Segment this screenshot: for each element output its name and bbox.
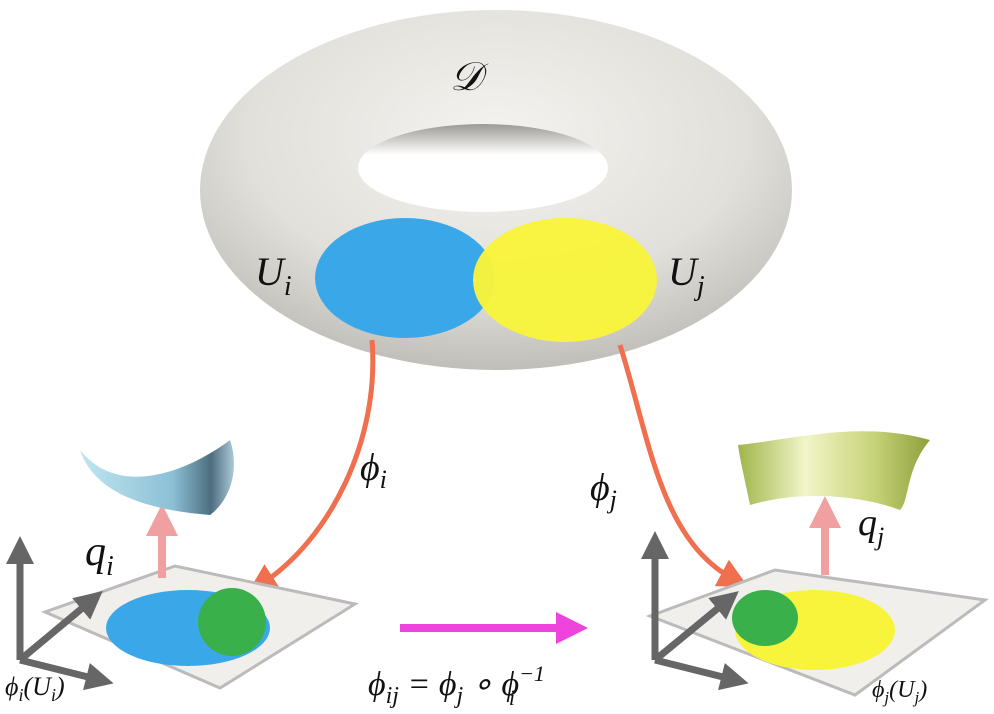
chart-maps bbox=[247, 339, 749, 594]
chart-plane bbox=[641, 431, 989, 697]
torus bbox=[200, 10, 792, 370]
map-label: ϕj bbox=[590, 467, 617, 514]
label-part: = ϕ bbox=[399, 666, 457, 703]
label-part: −1 bbox=[519, 661, 545, 686]
label-part: j bbox=[874, 522, 884, 551]
label-part: ) bbox=[917, 677, 927, 703]
label-part: i bbox=[284, 271, 292, 302]
label-part: i bbox=[18, 685, 23, 705]
label-part: U bbox=[668, 249, 700, 294]
label-part: i bbox=[380, 465, 387, 494]
label-part: ij bbox=[386, 683, 400, 709]
label-part: i bbox=[509, 685, 515, 710]
label-part: i bbox=[106, 551, 114, 582]
map-label: ϕi bbox=[360, 447, 387, 494]
label-part: U bbox=[897, 677, 916, 703]
label-part: U bbox=[32, 672, 53, 701]
label-part: ( bbox=[23, 672, 33, 701]
label-part: ϕ bbox=[368, 666, 386, 703]
label-part: j bbox=[882, 688, 889, 707]
label-part: ∘ ϕ bbox=[463, 666, 519, 703]
label-part: j bbox=[694, 271, 705, 302]
label-part: i bbox=[51, 685, 56, 705]
label-part: ( bbox=[889, 677, 899, 703]
chart-plane bbox=[6, 440, 359, 691]
patch-label: Ui bbox=[255, 249, 292, 302]
label-part: ϕ bbox=[872, 677, 884, 703]
lift-label: qi bbox=[85, 529, 114, 582]
label-part: ) bbox=[54, 672, 65, 701]
label-part: ϕ bbox=[5, 672, 18, 701]
patch-label: Uj bbox=[668, 249, 705, 302]
label-part: j bbox=[913, 688, 920, 707]
label-part: ϕ bbox=[590, 467, 610, 509]
label-part: j bbox=[607, 485, 617, 514]
label-part: q bbox=[85, 529, 106, 575]
transition-label: ϕij = ϕj ∘ ϕ−1 i bbox=[368, 661, 545, 710]
label-part: ϕ bbox=[360, 447, 380, 489]
lift-label: qj bbox=[858, 502, 884, 551]
image-label: ϕj(Uj) bbox=[872, 677, 927, 707]
label-part: U bbox=[255, 249, 287, 294]
label-part: j bbox=[454, 683, 464, 709]
label-part: q bbox=[858, 502, 877, 544]
image-label: ϕi(Ui) bbox=[5, 672, 65, 705]
